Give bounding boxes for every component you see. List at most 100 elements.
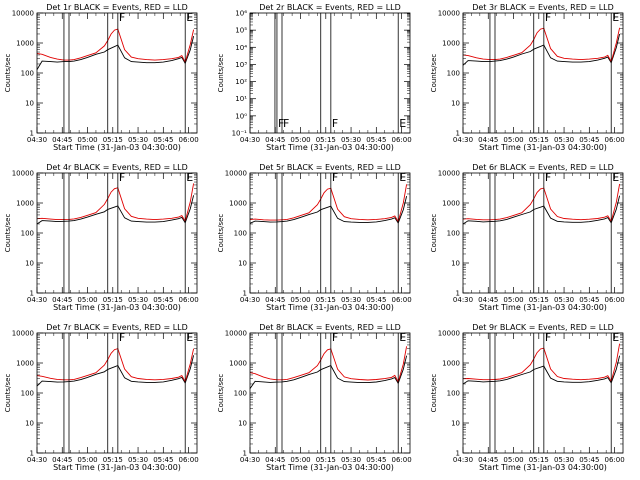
lld-series-line bbox=[36, 183, 195, 223]
x-tick-label: 04:45 bbox=[52, 296, 72, 304]
y-tick-label: 10000 bbox=[225, 170, 247, 178]
events-series-line bbox=[36, 355, 195, 387]
y-tick-label: 1 bbox=[456, 450, 460, 458]
x-tick-label: 05:00 bbox=[503, 136, 523, 144]
y-tick-label: 1 bbox=[30, 130, 34, 138]
x-tick-label: 05:15 bbox=[529, 136, 549, 144]
x-axis-label: Start Time (31-Jan-03 04:30:00) bbox=[266, 303, 394, 312]
x-tick-label: 05:15 bbox=[316, 296, 336, 304]
time-marker-label: F bbox=[545, 11, 551, 24]
time-marker-label: E bbox=[612, 171, 619, 184]
y-tick-label: 10 bbox=[25, 100, 34, 108]
y-axis-label: Counts/sec bbox=[217, 374, 225, 413]
time-marker-label: F bbox=[545, 331, 551, 344]
y-tick-label: 10⁴ bbox=[235, 44, 247, 52]
x-tick-label: 05:00 bbox=[77, 136, 97, 144]
y-tick-label: 10 bbox=[238, 260, 247, 268]
y-tick-label: 1 bbox=[30, 290, 34, 298]
y-tick-label: 10000 bbox=[438, 170, 460, 178]
y-tick-label: 10000 bbox=[12, 170, 34, 178]
x-tick-label: 05:15 bbox=[103, 456, 123, 464]
panel-title: Det 1r BLACK = Events, RED = LLD bbox=[46, 3, 188, 12]
y-tick-label: 10 bbox=[25, 260, 34, 268]
x-tick-label: 05:15 bbox=[529, 456, 549, 464]
y-tick-label: 100 bbox=[21, 390, 34, 398]
y-tick-label: 10 bbox=[451, 420, 460, 428]
x-tick-label: 05:30 bbox=[341, 296, 361, 304]
panel-det-9: F E 1 10 100 1000 10000 04:30 04:45 05:00 05:15 05:… bbox=[430, 323, 625, 472]
x-tick-label: 05:00 bbox=[503, 456, 523, 464]
panel-det-7: F E 1 10 100 1000 10000 04:30 04:45 05:00 05:15 05:… bbox=[4, 323, 199, 472]
x-tick-label: 05:15 bbox=[316, 456, 336, 464]
time-marker-label: F bbox=[332, 171, 338, 184]
y-tick-label: 10⁶ bbox=[235, 10, 247, 18]
x-axis-label: Start Time (31-Jan-03 04:30:00) bbox=[53, 463, 181, 472]
plot-frame bbox=[249, 332, 411, 454]
y-axis-label: Counts/sec bbox=[4, 54, 12, 93]
y-tick-label: 10⁰ bbox=[235, 112, 247, 120]
x-tick-label: 06:00 bbox=[391, 456, 411, 464]
panel-title: Det 7r BLACK = Events, RED = LLD bbox=[46, 323, 188, 332]
time-marker-label: F bbox=[119, 331, 125, 344]
x-tick-label: 05:30 bbox=[554, 136, 574, 144]
x-tick-label: 04:45 bbox=[265, 296, 285, 304]
y-tick-label: 1 bbox=[30, 450, 34, 458]
y-tick-label: 10000 bbox=[438, 330, 460, 338]
lld-series-line bbox=[36, 348, 195, 383]
y-tick-label: 10 bbox=[451, 260, 460, 268]
y-tick-label: 10000 bbox=[12, 330, 34, 338]
y-tick-label: 10000 bbox=[438, 10, 460, 18]
lld-series-line bbox=[462, 27, 621, 63]
time-marker-label: E bbox=[399, 171, 406, 184]
y-tick-label: 100 bbox=[21, 230, 34, 238]
x-tick-label: 04:30 bbox=[27, 136, 47, 144]
x-tick-label: 05:30 bbox=[128, 296, 148, 304]
x-tick-label: 05:45 bbox=[366, 456, 386, 464]
x-tick-label: 05:00 bbox=[77, 296, 97, 304]
x-tick-label: 05:30 bbox=[554, 456, 574, 464]
y-tick-label: 1000 bbox=[229, 360, 247, 368]
y-tick-label: 1000 bbox=[16, 200, 34, 208]
x-tick-label: 06:00 bbox=[391, 136, 411, 144]
y-tick-label: 1 bbox=[456, 290, 460, 298]
time-marker-label: F bbox=[332, 117, 338, 130]
panel-det-4: F E 1 10 100 1000 10000 04:30 04:45 05:00 05:15 05:… bbox=[4, 163, 199, 312]
x-axis-label: Start Time (31-Jan-03 04:30:00) bbox=[53, 303, 181, 312]
x-tick-label: 05:45 bbox=[366, 136, 386, 144]
y-tick-label: 10² bbox=[235, 78, 247, 86]
x-tick-label: 04:45 bbox=[478, 296, 498, 304]
x-tick-label: 04:30 bbox=[453, 456, 473, 464]
panel-det-5: F E 1 10 100 1000 10000 04:30 04:45 05:00 05:15 05:… bbox=[217, 163, 412, 312]
y-tick-label: 10000 bbox=[225, 330, 247, 338]
x-tick-label: 05:00 bbox=[77, 456, 97, 464]
y-tick-label: 1000 bbox=[442, 360, 460, 368]
y-tick-label: 10 bbox=[25, 420, 34, 428]
x-tick-label: 04:30 bbox=[240, 456, 260, 464]
x-axis-label: Start Time (31-Jan-03 04:30:00) bbox=[53, 143, 181, 152]
y-tick-label: 1000 bbox=[16, 40, 34, 48]
x-tick-label: 05:15 bbox=[316, 136, 336, 144]
x-tick-label: 06:00 bbox=[604, 456, 624, 464]
x-tick-label: 04:30 bbox=[27, 456, 47, 464]
x-tick-label: 04:45 bbox=[265, 136, 285, 144]
x-axis-label: Start Time (31-Jan-03 04:30:00) bbox=[266, 463, 394, 472]
x-tick-label: 06:00 bbox=[391, 296, 411, 304]
x-tick-label: 05:45 bbox=[366, 296, 386, 304]
lld-series-line bbox=[36, 28, 195, 64]
events-series-line bbox=[36, 35, 195, 70]
x-tick-label: 05:15 bbox=[529, 296, 549, 304]
panel-title: Det 9r BLACK = Events, RED = LLD bbox=[472, 323, 614, 332]
y-axis-label: Counts/sec bbox=[430, 214, 438, 253]
plot-frame bbox=[36, 172, 198, 294]
x-tick-label: 04:45 bbox=[478, 456, 498, 464]
x-axis-label: Start Time (31-Jan-03 04:30:00) bbox=[479, 463, 607, 472]
time-marker-label: F bbox=[283, 117, 289, 130]
panel-det-1: F E 1 10 100 1000 10000 04:30 04:45 05:00 05:15 05:… bbox=[4, 3, 199, 152]
panel-title: Det 5r BLACK = Events, RED = LLD bbox=[259, 163, 401, 172]
y-tick-label: 1000 bbox=[442, 200, 460, 208]
x-tick-label: 05:45 bbox=[579, 456, 599, 464]
y-tick-label: 1000 bbox=[442, 40, 460, 48]
